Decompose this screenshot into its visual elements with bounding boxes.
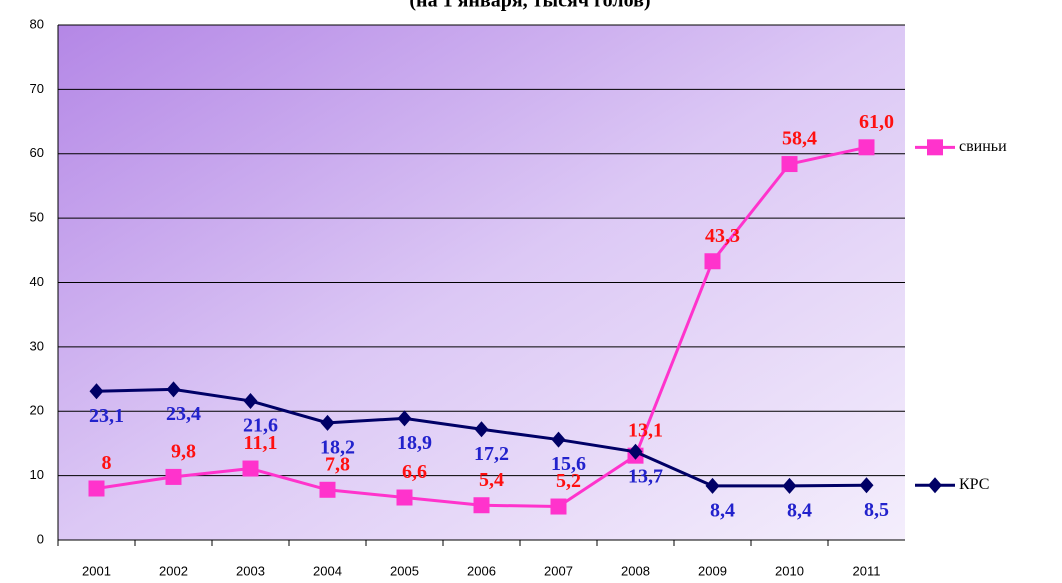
x-tick-label: 2006: [467, 563, 496, 578]
point: [858, 139, 875, 156]
y-tick-label: 10: [30, 467, 44, 482]
data-label: 8,4: [710, 500, 735, 522]
y-tick-label: 50: [30, 210, 44, 225]
data-label: 13,7: [628, 465, 663, 487]
data-label: 15,6: [551, 453, 586, 475]
point: [859, 477, 874, 494]
data-label: 61,0: [859, 111, 894, 133]
data-label: 8: [102, 452, 112, 474]
point: [243, 392, 258, 409]
y-tick-label: 20: [30, 403, 44, 418]
point: [473, 497, 490, 514]
point: [396, 489, 413, 506]
point: [550, 498, 567, 515]
data-label: 18,2: [320, 436, 355, 458]
x-tick-label: 2008: [621, 563, 650, 578]
point: [551, 431, 566, 448]
data-label: 17,2: [474, 443, 509, 465]
data-label: 43,3: [705, 225, 740, 247]
x-tick-label: 2010: [775, 563, 804, 578]
point: [242, 460, 259, 477]
point: [474, 421, 489, 438]
data-label: 6,6: [402, 461, 427, 483]
x-tick-label: 2007: [544, 563, 573, 578]
x-tick-label: 2003: [236, 563, 265, 578]
point: [628, 443, 643, 460]
x-tick-label: 2004: [313, 563, 342, 578]
data-label: 58,4: [782, 128, 817, 150]
point: [89, 383, 104, 400]
point: [927, 139, 943, 156]
data-label: 7,8: [325, 453, 350, 475]
data-label: 18,9: [397, 432, 432, 454]
point: [165, 468, 182, 485]
x-tick-label: 2011: [853, 563, 881, 578]
data-label: 13,1: [628, 419, 663, 441]
y-tick-label: 70: [30, 81, 44, 96]
y-tick-label: 40: [30, 274, 44, 289]
point: [166, 381, 181, 398]
y-tick-label: 0: [37, 531, 44, 546]
y-tick-label: 30: [30, 338, 44, 353]
point: [88, 480, 105, 497]
chart-title: (на 1 января, тысяч голов): [409, 0, 650, 12]
data-label: 21,6: [243, 415, 278, 437]
data-label: 8,5: [864, 499, 889, 521]
x-tick-label: 2005: [390, 563, 419, 578]
x-tick-label: 2009: [698, 563, 727, 578]
data-label: 11,1: [244, 432, 278, 454]
data-label: 5,4: [479, 469, 504, 491]
point: [320, 414, 335, 431]
x-tick-label: 2001: [82, 563, 111, 578]
data-label: 5,2: [556, 470, 581, 492]
y-tick-label: 60: [30, 145, 44, 160]
data-label: 23,4: [166, 403, 201, 425]
point: [704, 253, 721, 270]
point: [319, 481, 336, 498]
point: [705, 477, 720, 494]
y-tick-label: 80: [30, 16, 44, 31]
x-tick-label: 2002: [159, 563, 188, 578]
legend-label: КРС: [959, 476, 989, 493]
point: [782, 477, 797, 494]
data-label: 9,8: [171, 441, 196, 463]
point: [928, 477, 942, 494]
point: [781, 156, 798, 173]
point: [397, 410, 412, 427]
data-label: 23,1: [89, 405, 124, 427]
legend-label: свиньи: [959, 138, 1007, 155]
data-label: 8,4: [787, 500, 812, 522]
